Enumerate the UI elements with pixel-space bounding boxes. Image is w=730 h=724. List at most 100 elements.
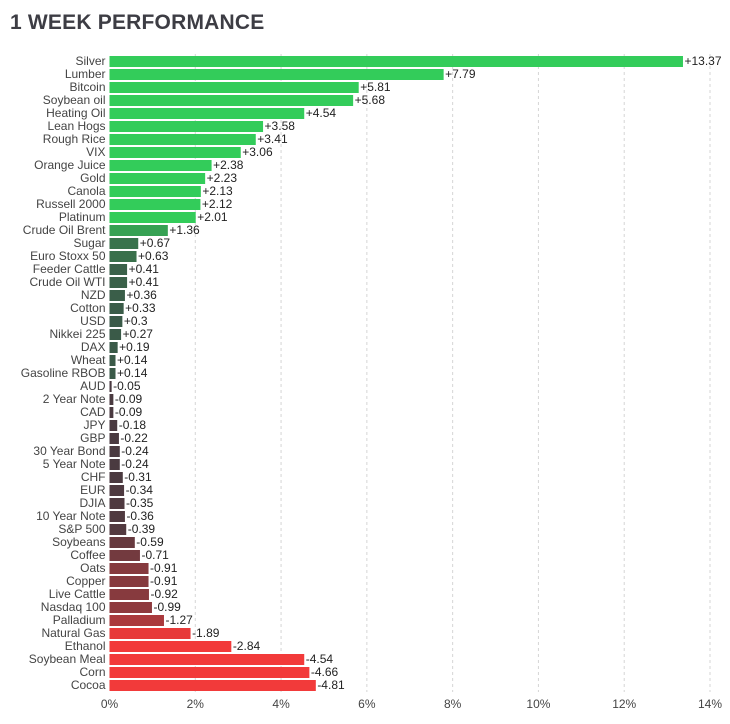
- value-label: +0.27: [123, 327, 154, 341]
- bar[interactable]: [109, 121, 264, 132]
- bar[interactable]: [109, 290, 125, 301]
- bar[interactable]: [109, 446, 120, 457]
- bar[interactable]: [109, 407, 114, 418]
- x-tick-label: 6%: [358, 697, 376, 711]
- value-label: +5.68: [355, 93, 386, 107]
- x-tick-label: 2%: [187, 697, 205, 711]
- category-label: Sugar: [73, 236, 105, 250]
- bar[interactable]: [109, 69, 444, 80]
- bar[interactable]: [109, 173, 206, 184]
- bar[interactable]: [109, 316, 123, 327]
- category-label: Natural Gas: [41, 626, 105, 640]
- value-label: +4.54: [306, 106, 337, 120]
- bar[interactable]: [109, 368, 116, 379]
- bar[interactable]: [109, 264, 128, 275]
- bar[interactable]: [109, 277, 128, 288]
- category-label: GBP: [80, 431, 105, 445]
- value-label: +1.36: [169, 223, 200, 237]
- bar[interactable]: [109, 329, 122, 340]
- bar[interactable]: [109, 355, 116, 366]
- value-label: +13.37: [684, 54, 721, 68]
- category-label: Crude Oil Brent: [23, 223, 106, 237]
- category-label: Rough Rice: [43, 132, 106, 146]
- bar[interactable]: [109, 511, 125, 522]
- bar[interactable]: [109, 563, 149, 574]
- bar[interactable]: [109, 134, 256, 145]
- category-label: Corn: [79, 665, 105, 679]
- bar[interactable]: [109, 641, 232, 652]
- value-label: +3.41: [257, 132, 288, 146]
- category-label: Wheat: [71, 353, 106, 367]
- bar[interactable]: [109, 147, 241, 158]
- value-label: +0.63: [138, 249, 169, 263]
- bar[interactable]: [109, 654, 305, 665]
- x-tick-label: 14%: [698, 697, 722, 711]
- bar[interactable]: [109, 524, 127, 535]
- category-label: Palladium: [53, 613, 106, 627]
- bar[interactable]: [109, 394, 114, 405]
- bar[interactable]: [109, 498, 125, 509]
- bar[interactable]: [109, 433, 119, 444]
- category-label: Crude Oil WTI: [29, 275, 105, 289]
- bar[interactable]: [109, 199, 201, 210]
- category-label: Canola: [67, 184, 105, 198]
- category-label: Cocoa: [71, 678, 106, 692]
- category-label: Copper: [66, 574, 105, 588]
- bar[interactable]: [109, 576, 149, 587]
- value-label: -0.24: [121, 457, 149, 471]
- grid-lines: [194, 54, 711, 692]
- category-label: Cotton: [70, 301, 105, 315]
- value-label: -1.89: [192, 626, 220, 640]
- bar[interactable]: [109, 459, 120, 470]
- value-label: -0.35: [126, 496, 154, 510]
- value-label: -0.91: [150, 574, 178, 588]
- bar[interactable]: [109, 225, 168, 236]
- value-labels: +13.37 +7.79 +5.81+5.68 +4.54 +3.58+3.41+3.0…: [113, 54, 722, 692]
- category-label: CAD: [80, 405, 106, 419]
- bar[interactable]: [109, 342, 118, 353]
- bar[interactable]: [109, 381, 112, 392]
- bar[interactable]: [109, 537, 135, 548]
- bars: [109, 56, 683, 691]
- bar[interactable]: [109, 186, 201, 197]
- category-label: Lean Hogs: [47, 119, 105, 133]
- category-label: Live Cattle: [49, 587, 106, 601]
- category-label: NZD: [81, 288, 106, 302]
- category-label: Soybean oil: [43, 93, 106, 107]
- value-label: +2.01: [197, 210, 228, 224]
- bar[interactable]: [109, 589, 149, 600]
- bar[interactable]: [109, 95, 354, 106]
- bar[interactable]: [109, 615, 164, 626]
- category-label: Bitcoin: [69, 80, 105, 94]
- bar[interactable]: [109, 420, 118, 431]
- bar[interactable]: [109, 108, 305, 119]
- bar[interactable]: [109, 238, 139, 249]
- bar[interactable]: [109, 667, 310, 678]
- value-label: -0.59: [136, 535, 164, 549]
- category-label: 5 Year Note: [43, 457, 106, 471]
- bar[interactable]: [109, 160, 212, 171]
- bar[interactable]: [109, 680, 316, 691]
- value-label: -0.91: [150, 561, 178, 575]
- x-tick-label: 8%: [444, 697, 462, 711]
- bar[interactable]: [109, 602, 152, 613]
- bar[interactable]: [109, 472, 123, 483]
- bar[interactable]: [109, 485, 125, 496]
- value-label: -0.24: [121, 444, 149, 458]
- bar[interactable]: [109, 82, 359, 93]
- bar[interactable]: [109, 303, 124, 314]
- bar[interactable]: [109, 251, 137, 262]
- value-label: -0.71: [141, 548, 169, 562]
- value-label: +7.79: [445, 67, 476, 81]
- value-label: +2.13: [202, 184, 233, 198]
- bar[interactable]: [109, 212, 196, 223]
- bar[interactable]: [109, 550, 140, 561]
- category-label: Orange Juice: [34, 158, 106, 172]
- bar[interactable]: [109, 56, 683, 67]
- value-label: -4.81: [317, 678, 345, 692]
- category-label: 30 Year Bond: [33, 444, 105, 458]
- bar[interactable]: [109, 628, 191, 639]
- category-label: VIX: [86, 145, 105, 159]
